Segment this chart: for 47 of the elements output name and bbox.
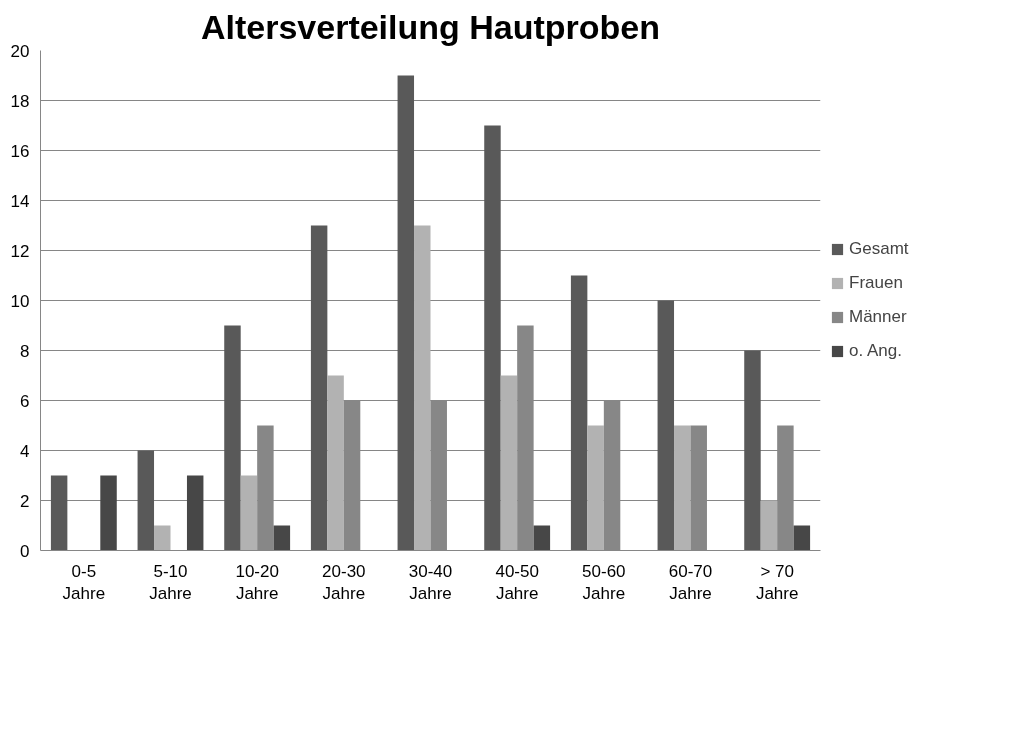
y-tick-label: 4 <box>20 441 30 461</box>
bar <box>533 525 551 551</box>
x-tick-label: 50-60 Jahre <box>582 561 626 604</box>
bar <box>500 375 518 551</box>
bar <box>570 275 588 551</box>
x-tick-label: 0-5 Jahre <box>62 561 106 604</box>
y-tick-label: 20 <box>10 41 30 61</box>
legend-label: Frauen <box>849 273 904 293</box>
legend-label: Gesamt <box>849 239 909 259</box>
x-tick-label: 20-30 Jahre <box>322 561 366 604</box>
bar <box>414 225 431 551</box>
x-tick-label: > 70 Jahre <box>755 561 799 604</box>
bar <box>273 525 291 551</box>
bar <box>154 525 171 551</box>
bar <box>224 325 241 551</box>
bar <box>327 375 344 551</box>
x-tick-label: 40-50 Jahre <box>495 561 539 604</box>
y-tick-label: 8 <box>20 341 30 361</box>
bar <box>137 450 155 551</box>
legend-label: Männer <box>849 307 908 327</box>
y-tick-label: 14 <box>10 191 30 211</box>
y-tick-label: 12 <box>10 241 30 261</box>
x-tick-label: 60-70 Jahre <box>668 561 713 604</box>
bar <box>240 475 258 551</box>
y-tick-label: 2 <box>20 491 30 511</box>
chart-title: Altersverteilung Hautproben <box>200 7 661 46</box>
x-tick-label: 5-10 Jahre <box>149 561 192 604</box>
y-tick-label: 6 <box>20 391 30 411</box>
y-tick-label: 18 <box>10 91 30 111</box>
bar <box>397 75 415 551</box>
bar <box>50 475 68 551</box>
bar <box>657 300 675 551</box>
y-tick-label: 16 <box>10 141 30 161</box>
bar <box>760 500 778 551</box>
y-tick-label: 0 <box>20 541 30 561</box>
bar <box>587 425 604 551</box>
x-tick-label: 10-20 Jahre <box>235 561 279 604</box>
bar <box>793 525 811 551</box>
bar <box>674 425 691 551</box>
bar <box>310 225 328 551</box>
bar <box>100 475 117 551</box>
y-tick-label: 10 <box>10 291 30 311</box>
bar <box>744 350 761 551</box>
bar <box>186 475 204 551</box>
bar <box>484 125 501 551</box>
x-tick-label: 30-40 Jahre <box>408 561 453 604</box>
legend-label: o. Ang. <box>849 341 903 361</box>
